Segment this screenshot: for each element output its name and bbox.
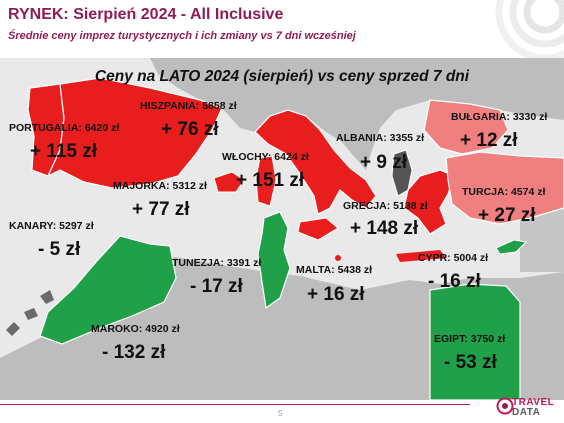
label-kanary: KANARY: 5297 zł (9, 220, 94, 232)
change-hiszpania: + 76 zł (161, 119, 219, 140)
change-kanary: - 5 zł (38, 239, 81, 260)
region-hiszpania (46, 77, 223, 189)
region-grecja (403, 169, 455, 235)
travel-data-logo: TRAVEL DATA (512, 398, 554, 418)
change-malta: + 16 zł (307, 284, 365, 305)
change-cypr: - 16 zł (428, 271, 481, 292)
change-tunezja: - 17 zł (190, 276, 243, 297)
europe-landmass (150, 58, 564, 170)
logo-line-2: DATA (512, 407, 541, 418)
label-wlochy: WŁOCHY: 6424 zł (222, 151, 309, 163)
region-sycylia (297, 217, 339, 241)
change-maroko: - 132 zł (102, 342, 166, 363)
label-maroko: MAROKO: 4920 zł (91, 323, 180, 335)
decorative-rings (495, 0, 564, 60)
region-cypr (495, 239, 528, 255)
region-tunezja (257, 211, 291, 310)
page-number: 5 (278, 409, 283, 418)
region-sardynia (255, 155, 277, 207)
label-albania: ALBANIA: 3355 zł (336, 132, 425, 144)
label-egipt: EGIPT: 3750 zł (434, 333, 506, 345)
change-wlochy: + 151 zł (236, 170, 305, 191)
change-egipt: - 53 zł (444, 352, 497, 373)
change-majorka: + 77 zł (132, 199, 190, 220)
slide-title: RYNEK: Sierpień 2024 - All Inclusive (8, 6, 284, 23)
map-title: Ceny na LATO 2024 (sierpień) vs ceny spr… (94, 68, 470, 85)
label-cypr: CYPR: 5004 zł (418, 252, 489, 264)
region-maroko (39, 235, 177, 345)
logo-line-1: TRAVEL (512, 397, 555, 408)
mediterranean-map (0, 58, 564, 400)
region-kreta (396, 250, 446, 262)
change-portugalia: + 115 zł (30, 141, 98, 162)
label-majorka: MAJORKA: 5312 zł (113, 180, 207, 192)
label-bulgaria: BUŁGARIA: 3330 zł (451, 111, 548, 123)
region-kanary (6, 290, 54, 336)
region-malta (335, 255, 341, 261)
region-majorka (213, 171, 245, 193)
travel-data-logo-icon (496, 397, 514, 415)
change-bulgaria: + 12 zł (460, 130, 518, 151)
change-albania: + 9 zł (360, 152, 407, 173)
change-turcja: + 27 zł (478, 205, 536, 226)
label-tunezja: TUNEZJA: 3391 zł (172, 257, 262, 269)
footer-divider (0, 404, 470, 405)
region-egipt (429, 283, 521, 400)
region-turcja (445, 151, 564, 225)
change-grecja: + 148 zł (350, 218, 419, 239)
label-portugalia: PORTUGALIA: 6420 zł (9, 122, 120, 134)
label-turcja: TURCJA: 4574 zł (462, 186, 546, 198)
label-grecja: GRECJA: 5138 zł (343, 200, 428, 212)
label-hiszpania: HISZPANIA: 5858 zł (140, 100, 237, 112)
region-wlochy (254, 109, 377, 215)
region-bulgaria (423, 99, 509, 155)
label-malta: MALTA: 5438 zł (296, 264, 373, 276)
slide-subtitle: Średnie ceny imprez turystycznych i ich … (8, 30, 356, 42)
